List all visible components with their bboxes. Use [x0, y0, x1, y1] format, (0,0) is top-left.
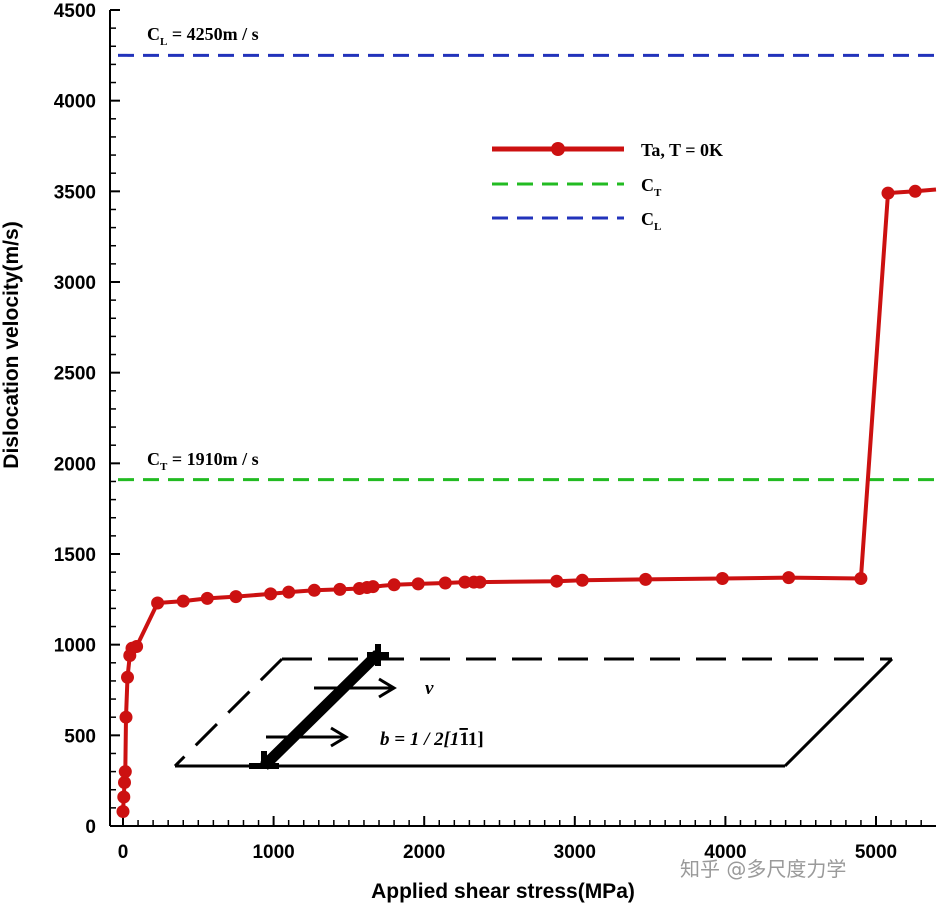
- dislocation-bottom-marker: [249, 751, 279, 769]
- cl-annotation: CL = 4250m / s: [147, 24, 259, 48]
- x-tick-label: 3000: [554, 842, 596, 863]
- series-ta-point: [458, 575, 472, 589]
- series-ta-point: [639, 572, 653, 586]
- series-ta-point: [908, 184, 922, 198]
- series-ta-point: [575, 573, 589, 587]
- dislocation-line: [260, 650, 382, 770]
- legend-ct-label: CT: [641, 175, 662, 199]
- x-axis-ticks: 0 1000 2000 3000 4000 5000: [118, 816, 922, 863]
- legend-ta-marker: [551, 142, 565, 156]
- series-ta-point: [854, 572, 868, 585]
- slip-plane-left-edge: [173, 657, 284, 768]
- y-tick-label: 1500: [54, 545, 96, 566]
- legend-ta-label: Ta, T = 0K: [641, 140, 723, 160]
- y-tick-label: 3500: [54, 182, 96, 203]
- series-ta-point: [782, 571, 796, 585]
- series-ta-point: [116, 805, 130, 818]
- y-axis-label: Dislocation velocity(m/s): [0, 221, 23, 468]
- series-ta-point: [333, 582, 347, 596]
- y-tick-label: 4500: [54, 1, 96, 22]
- series-ta-point: [881, 186, 895, 200]
- series-ta-point: [438, 576, 452, 590]
- velocity-label: v: [425, 678, 434, 699]
- y-tick-label: 4000: [54, 92, 96, 113]
- series-ta-point: [117, 790, 131, 804]
- series-ta-point: [282, 585, 296, 599]
- legend: Ta, T = 0K CT CL: [492, 140, 723, 233]
- series-ta-point: [411, 577, 425, 591]
- inset-schematic: v b = 1 / 2[111]: [173, 644, 894, 770]
- series-ta-points: [116, 184, 922, 818]
- burgers-vector-label: b = 1 / 2[111]: [380, 729, 484, 750]
- series-ta-line: [121, 187, 937, 812]
- dislocation-top-marker: [367, 644, 389, 666]
- slip-plane-right-edge: [783, 657, 894, 768]
- ct-annotation: CT = 1910m / s: [147, 449, 259, 473]
- y-tick-label: 1000: [54, 636, 96, 657]
- series-ta-point: [264, 587, 278, 601]
- x-axis-label: Applied shear stress(MPa): [371, 880, 635, 903]
- series-ta-point: [307, 583, 321, 597]
- series-ta-point: [550, 574, 564, 588]
- series-ta-point: [200, 591, 214, 605]
- series-ta-point: [473, 575, 487, 589]
- x-tick-label: 2000: [403, 842, 445, 863]
- series-ta-point: [130, 640, 144, 653]
- y-tick-label: 2500: [54, 364, 96, 385]
- series-ta-point: [118, 776, 131, 789]
- y-tick-label: 2000: [54, 454, 96, 475]
- x-tick-label: 5000: [855, 842, 897, 863]
- x-tick-label: 4000: [704, 842, 746, 863]
- legend-cl-label: CL: [641, 209, 661, 233]
- series-ta-point: [118, 765, 132, 779]
- series-ta-point: [119, 710, 133, 724]
- series-ta-point: [715, 572, 729, 585]
- burgers-arrow-head: [330, 726, 349, 748]
- series-ta-point: [121, 670, 134, 684]
- y-tick-label: 0: [85, 817, 96, 838]
- series-ta-point: [366, 580, 380, 594]
- y-axis-ticks: 0 500 1000 1500 2000 2500 3000 3500 4000 4500: [54, 1, 120, 838]
- series-ta-point: [229, 590, 243, 604]
- series-ta-point: [176, 594, 190, 608]
- y-tick-label: 500: [64, 726, 96, 747]
- y-tick-label: 3000: [54, 273, 96, 294]
- x-tick-label: 0: [118, 842, 129, 863]
- x-tick-label: 1000: [252, 842, 294, 863]
- series-ta-point: [151, 596, 165, 610]
- velocity-arrow-head: [378, 677, 397, 699]
- series-ta-point: [387, 578, 401, 592]
- watermark: 知乎 @多尺度力学: [680, 857, 846, 881]
